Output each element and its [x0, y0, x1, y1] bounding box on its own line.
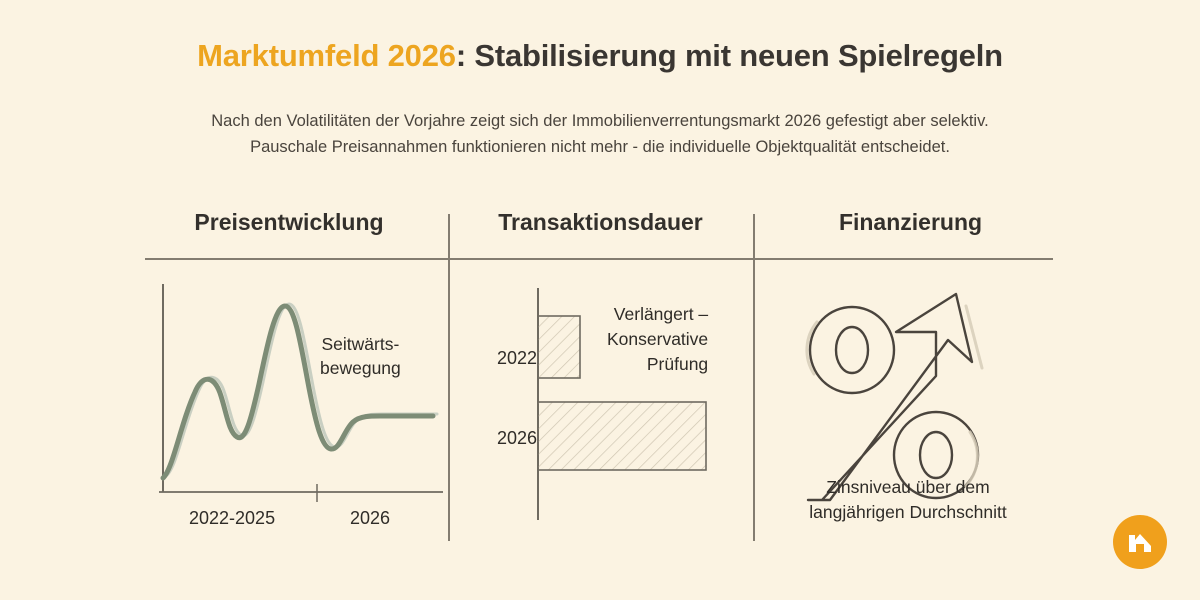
price-line-ghost-stroke — [165, 302, 439, 477]
financing-caption-line-1: Zinsniveau über dem — [826, 477, 990, 497]
duration-bar-label-2022: 2022 — [496, 348, 537, 368]
price-line-main-stroke — [160, 303, 436, 481]
percent-arrow-slash — [806, 292, 974, 502]
price-x-tick-label-1: 2026 — [350, 508, 391, 528]
page-subtitle: Nach den Volatilitäten der Vorjahre zeig… — [100, 108, 1100, 160]
brand-logo[interactable] — [1113, 515, 1167, 569]
percent-lower-circle-inner — [918, 430, 954, 480]
financing-caption: Zinsniveau über dem langjährigen Durchsc… — [782, 475, 1034, 525]
price-development-chart: Seitwärts- bewegung 2022-2025 2026 — [145, 270, 445, 540]
duration-bar-2022 — [537, 315, 581, 379]
subtitle-line-1: Nach den Volatilitäten der Vorjahre zeig… — [211, 112, 989, 130]
duration-annotation-line-3: Prüfung — [646, 354, 709, 374]
header-divider-rule — [145, 258, 1053, 260]
column-heading-transaktionsdauer: Transaktionsdauer — [498, 209, 703, 235]
percent-upper-circle-inner — [834, 325, 870, 375]
duration-annotation-line-2: Konservative — [607, 329, 709, 349]
price-annotation-line-1: Seitwärts- — [321, 334, 400, 354]
price-x-tick-label-0: 2022-2025 — [189, 508, 276, 528]
price-annotation: Seitwärts- bewegung — [320, 332, 401, 380]
page-title: Marktumfeld 2026: Stabilisierung mit neu… — [0, 38, 1200, 74]
duration-annotation-line-1: Verlängert – — [613, 304, 709, 324]
duration-bar-label-2026: 2026 — [496, 428, 537, 448]
column-divider-left — [448, 214, 450, 541]
price-line-svg — [159, 284, 443, 502]
financing-illustration: Zinsniveau über dem langjährigen Durchsc… — [760, 270, 1055, 540]
column-heading-preisentwicklung: Preisentwicklung — [194, 209, 384, 235]
percent-lower-shadow — [964, 430, 979, 488]
column-heading-finanzierung: Finanzierung — [838, 209, 983, 235]
percent-arrow-shadow — [964, 304, 984, 370]
page-title-rest: : Stabilisierung mit neuen Spielregeln — [455, 38, 1003, 73]
financing-caption-line-2: langjährigen Durchschnitt — [809, 502, 1007, 522]
percent-arrow-svg — [805, 292, 984, 502]
house-logo-icon — [1113, 515, 1167, 569]
duration-annotation: Verlängert – Konservative Prüfung — [607, 302, 708, 377]
column-divider-right — [753, 214, 755, 541]
page-title-accent: Marktumfeld 2026 — [197, 38, 456, 73]
duration-bar-2026 — [537, 401, 707, 471]
duration-bar-svg — [537, 288, 707, 520]
percent-upper-circle-outer — [808, 305, 896, 395]
price-annotation-line-2: bewegung — [320, 358, 401, 378]
percent-upper-shadow — [805, 320, 819, 376]
logo-house-glyph — [1129, 534, 1151, 552]
transaction-duration-chart: 2022 2026 Verlängert – Konservative Prüf… — [455, 270, 750, 540]
subtitle-line-2: Pauschale Preisannahmen funktionieren ni… — [250, 138, 950, 156]
